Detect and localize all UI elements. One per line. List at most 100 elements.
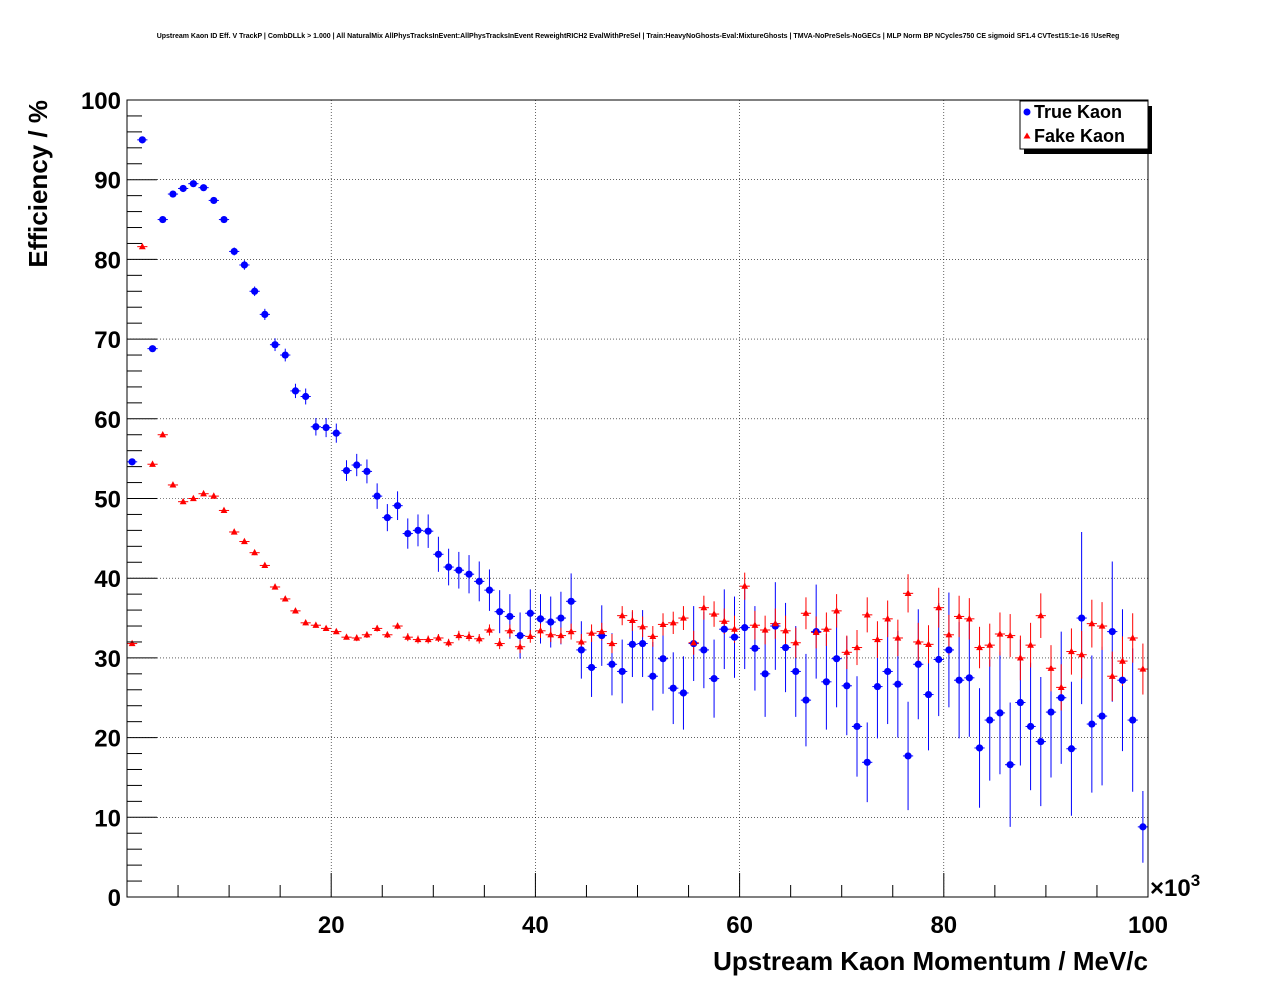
point-true-kaon [986, 716, 994, 724]
point-true-kaon [679, 689, 688, 697]
point-true-kaon [1026, 722, 1035, 731]
point-true-kaon [618, 667, 626, 676]
point-true-kaon [628, 640, 636, 648]
legend-label-true-kaon: True Kaon [1034, 102, 1122, 122]
point-true-kaon [342, 467, 351, 475]
point-true-kaon [975, 744, 984, 752]
point-true-kaon [741, 624, 749, 632]
point-true-kaon [189, 180, 197, 188]
point-fake-kaon [884, 615, 892, 622]
point-fake-kaon [210, 492, 218, 499]
point-fake-kaon [322, 624, 330, 632]
point-fake-kaon [700, 603, 708, 611]
point-true-kaon [792, 667, 800, 676]
point-fake-kaon [312, 621, 320, 628]
point-true-kaon [465, 570, 473, 578]
point-fake-kaon [894, 634, 902, 641]
point-fake-kaon [567, 627, 575, 635]
point-true-kaon [332, 429, 340, 437]
point-fake-kaon [1006, 631, 1014, 639]
point-fake-kaon [741, 582, 749, 589]
point-true-kaon [567, 597, 575, 605]
point-fake-kaon [680, 614, 687, 621]
point-fake-kaon [373, 624, 381, 632]
point-true-kaon [414, 526, 422, 534]
point-fake-kaon [241, 537, 248, 545]
y-tick-label: 80 [94, 247, 121, 274]
point-fake-kaon [976, 643, 983, 651]
point-fake-kaon [424, 635, 432, 643]
x-tick-label: 40 [522, 912, 549, 939]
point-true-kaon [1006, 761, 1014, 769]
y-tick-label: 0 [108, 885, 121, 912]
point-true-kaon [424, 527, 432, 535]
point-fake-kaon [751, 621, 759, 628]
point-fake-kaon [1037, 611, 1045, 619]
point-true-kaon [445, 563, 453, 571]
point-fake-kaon [1047, 664, 1055, 671]
point-fake-kaon [475, 634, 483, 642]
point-true-kaon [710, 675, 718, 683]
point-fake-kaon [782, 627, 789, 634]
point-fake-kaon [802, 609, 810, 616]
point-fake-kaon [588, 629, 595, 636]
point-fake-kaon [189, 494, 197, 502]
point-true-kaon [639, 639, 647, 648]
point-fake-kaon [863, 611, 871, 618]
data-markers [128, 136, 1147, 831]
point-true-kaon [608, 660, 616, 668]
y-tick-label: 70 [94, 327, 121, 354]
y-tick-label: 100 [81, 88, 121, 115]
point-fake-kaon [1088, 619, 1096, 627]
point-true-kaon [904, 752, 912, 760]
point-true-kaon [884, 667, 892, 676]
point-true-kaon [526, 609, 534, 617]
point-fake-kaon [281, 595, 289, 602]
point-fake-kaon [1027, 641, 1034, 648]
point-fake-kaon [874, 635, 881, 643]
point-fake-kaon [639, 623, 647, 630]
point-true-kaon [536, 615, 545, 623]
point-true-kaon [1108, 627, 1116, 636]
point-true-kaon [1047, 708, 1055, 716]
point-true-kaon [128, 458, 136, 466]
point-fake-kaon [251, 548, 259, 556]
point-fake-kaon [138, 242, 146, 250]
chart-title: Upstream Kaon ID Eff. V TrackP | CombDLL… [156, 33, 1120, 40]
x-multiplier-exp: 3 [1191, 871, 1200, 890]
x-tick-label: 80 [930, 912, 957, 939]
point-fake-kaon [649, 632, 657, 639]
point-true-kaon [1067, 745, 1076, 753]
point-fake-kaon [986, 641, 994, 648]
point-fake-kaon [404, 633, 412, 640]
point-true-kaon [271, 341, 279, 349]
point-true-kaon [1118, 676, 1127, 684]
point-true-kaon [720, 625, 728, 633]
point-fake-kaon [996, 630, 1004, 637]
point-true-kaon [832, 655, 841, 663]
point-true-kaon [210, 196, 218, 205]
legend-marker-fake-kaon [1023, 132, 1031, 139]
point-fake-kaon [731, 625, 738, 632]
y-tick-label: 50 [94, 487, 121, 514]
legend-label-fake-kaon: Fake Kaon [1034, 126, 1125, 146]
point-fake-kaon [1078, 650, 1086, 658]
point-true-kaon [363, 467, 371, 476]
point-fake-kaon [557, 631, 565, 639]
point-fake-kaon [179, 497, 187, 505]
point-fake-kaon [822, 625, 830, 632]
point-fake-kaon [771, 619, 779, 627]
x-axis-label: Upstream Kaon Momentum / MeV/c [713, 946, 1148, 976]
point-fake-kaon [598, 627, 606, 635]
point-fake-kaon [537, 627, 544, 634]
point-fake-kaon [1129, 634, 1137, 641]
point-true-kaon [1078, 614, 1086, 622]
point-true-kaon [873, 682, 882, 691]
point-true-kaon [1016, 698, 1024, 707]
point-true-kaon [761, 670, 769, 678]
point-true-kaon [935, 655, 943, 664]
y-tick-label: 20 [94, 726, 121, 753]
point-fake-kaon [690, 638, 698, 646]
point-true-kaon [485, 586, 494, 594]
